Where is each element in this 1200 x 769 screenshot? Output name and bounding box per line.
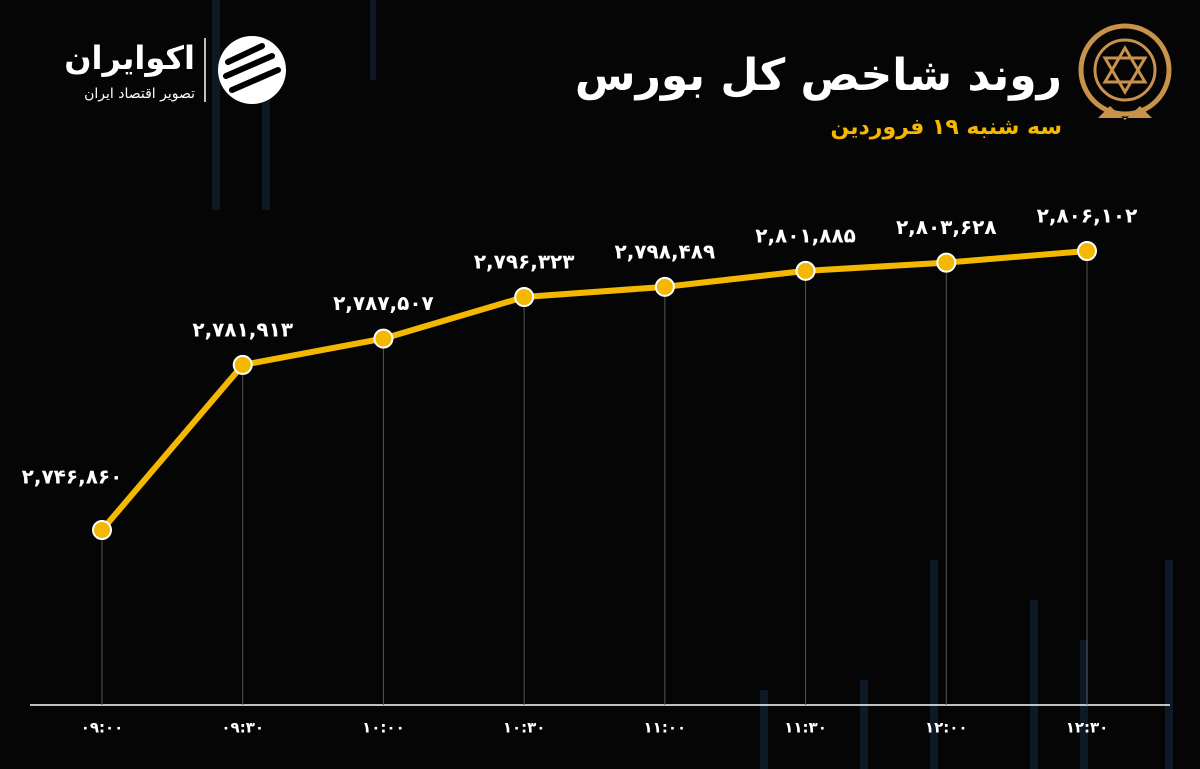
point xyxy=(92,520,112,540)
emblem xyxy=(1078,23,1172,120)
point xyxy=(795,260,816,281)
x-tick-label: ۱۱:۳۰ xyxy=(784,719,827,737)
value-label: ۲,۸۰۳,۶۲۸ xyxy=(896,215,997,239)
x-tick-label: ۱۰:۰۰ xyxy=(362,719,405,737)
brand-logo xyxy=(204,36,286,104)
value-label: ۲,۷۹۶,۳۲۳ xyxy=(474,250,575,274)
chart-title: روند شاخص کل بورس xyxy=(575,50,1062,101)
x-tick-label: ۰۹:۳۰ xyxy=(221,719,264,737)
point xyxy=(514,287,535,308)
point xyxy=(936,252,957,273)
value-label: ۲,۷۴۶,۸۶۰ xyxy=(22,465,123,489)
x-tick-label: ۱۲:۰۰ xyxy=(925,719,968,737)
series-line xyxy=(99,248,1088,532)
value-label: ۲,۷۸۱,۹۱۳ xyxy=(192,317,293,341)
value-label: ۲,۸۰۶,۱۰۲ xyxy=(1037,204,1138,228)
chart-subtitle: سه شنبه ۱۹ فروردین xyxy=(830,115,1062,140)
point xyxy=(654,276,675,297)
brand-name: اکوایران xyxy=(64,39,195,77)
brand-tagline: تصویر اقتصاد ایران xyxy=(84,86,195,102)
point xyxy=(373,328,394,349)
value-label: ۲,۸۰۱,۸۸۵ xyxy=(755,223,856,247)
point xyxy=(1077,241,1097,261)
value-label: ۲,۷۹۸,۴۸۹ xyxy=(615,239,716,263)
value-label: ۲,۷۸۷,۵۰۷ xyxy=(333,291,434,315)
x-tick-label: ۱۲:۳۰ xyxy=(1066,719,1109,737)
x-tick-label: ۰۹:۰۰ xyxy=(81,719,124,737)
point xyxy=(232,354,253,375)
x-tick-label: ۱۰:۳۰ xyxy=(503,719,546,737)
x-tick-label: ۱۱:۰۰ xyxy=(644,719,687,737)
